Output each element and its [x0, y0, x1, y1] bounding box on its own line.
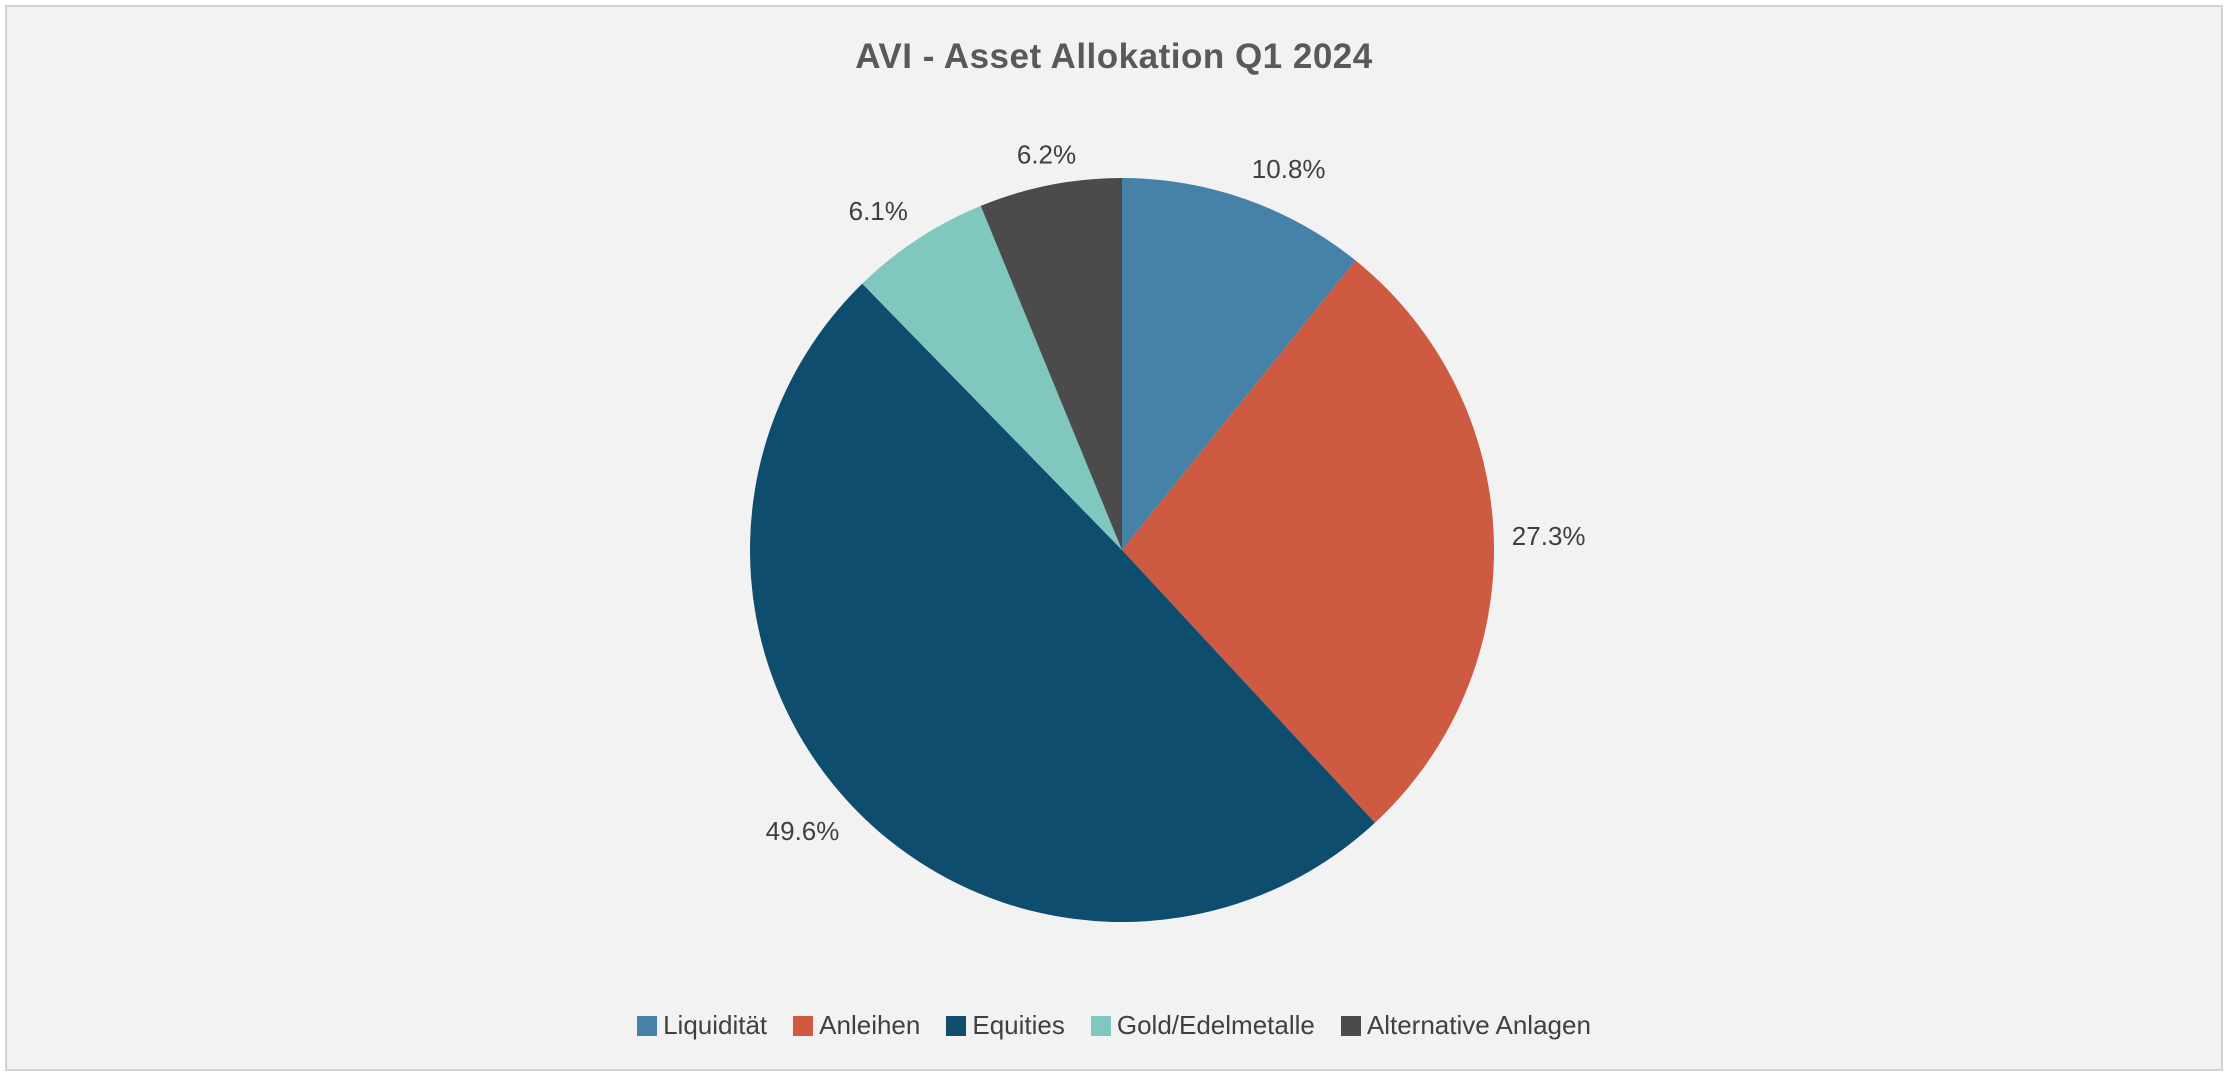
legend-item-anleihen[interactable]: Anleihen — [793, 1010, 920, 1041]
legend: Liquidität Anleihen Equities Gold/Edelmetal… — [7, 1010, 2221, 1041]
data-label-anleihen: 27.3% — [1512, 521, 1586, 551]
data-label-gold-edelmetalle: 6.1% — [849, 196, 908, 226]
legend-swatch-icon — [1341, 1016, 1361, 1036]
legend-item-label: Equities — [972, 1010, 1065, 1041]
data-label-equities: 49.6% — [766, 816, 840, 846]
legend-item-gold-edelmetalle[interactable]: Gold/Edelmetalle — [1091, 1010, 1315, 1041]
legend-item-equities[interactable]: Equities — [946, 1010, 1065, 1041]
data-label-liquidit-t: 10.8% — [1252, 154, 1326, 184]
data-label-alternative-anlagen: 6.2% — [1017, 139, 1076, 169]
legend-item-label: Anleihen — [819, 1010, 920, 1041]
legend-swatch-icon — [946, 1016, 966, 1036]
legend-item-alternative-anlagen[interactable]: Alternative Anlagen — [1341, 1010, 1591, 1041]
legend-item-label: Alternative Anlagen — [1367, 1010, 1591, 1041]
legend-item-liquidit-t[interactable]: Liquidität — [637, 1010, 767, 1041]
chart-frame: AVI - Asset Allokation Q1 2024 10.8%27.3… — [5, 5, 2223, 1071]
legend-swatch-icon — [1091, 1016, 1111, 1036]
legend-swatch-icon — [793, 1016, 813, 1036]
legend-item-label: Gold/Edelmetalle — [1117, 1010, 1315, 1041]
legend-item-label: Liquidität — [663, 1010, 767, 1041]
legend-swatch-icon — [637, 1016, 657, 1036]
pie-chart: 10.8% 27.3% 49.6% 6.1% 6.2% — [7, 7, 2230, 1087]
